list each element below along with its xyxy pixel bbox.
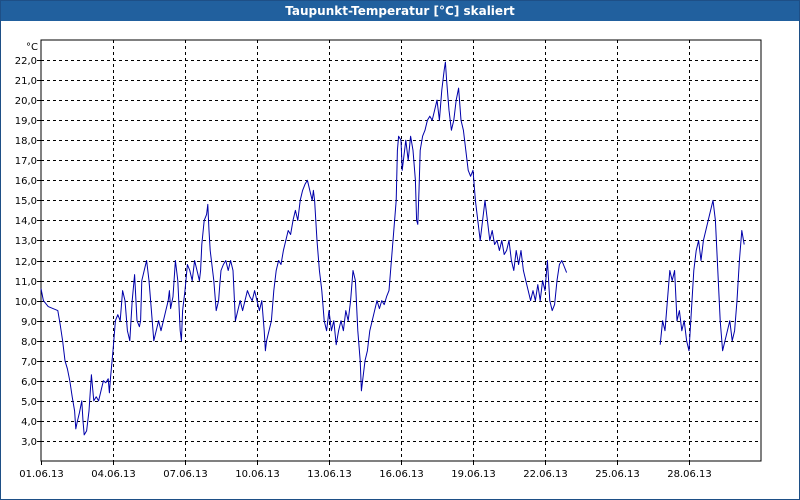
y-tick-label: 12,0: [15, 257, 37, 268]
series-line: [40, 61, 568, 436]
x-tick-label: 19.06.13: [451, 469, 496, 480]
x-tick-label: 04.06.13: [91, 469, 136, 480]
y-tick-label: 19,0: [15, 116, 37, 127]
y-tick-label: 3,0: [21, 437, 37, 448]
x-tick-label: 07.06.13: [163, 469, 208, 480]
x-tick-label: 10.06.13: [235, 469, 280, 480]
y-tick-label: 6,0: [21, 377, 37, 388]
y-tick-label: 22,0: [15, 56, 37, 67]
y-tick-label: 7,0: [21, 357, 37, 368]
y-tick-label: 20,0: [15, 96, 37, 107]
axes: 3,0 4,0 5,0 6,0 7,0 8,0 9,0 10,0 11,0 12,0 13,0 14,…: [15, 56, 712, 480]
grid: [41, 40, 761, 461]
y-axis-unit-label: °C: [26, 42, 38, 53]
y-tick-label: 9,0: [21, 317, 37, 328]
series: [40, 61, 745, 436]
window-title: Taupunkt-Temperatur [°C] skaliert: [1, 1, 799, 21]
x-tick-label: 22.06.13: [523, 469, 568, 480]
y-tick-label: 16,0: [15, 176, 37, 187]
x-tick-label: 28.06.13: [667, 469, 712, 480]
y-tick-label: 15,0: [15, 196, 37, 207]
x-tick-label: 25.06.13: [595, 469, 640, 480]
y-tick-label: 13,0: [15, 236, 37, 247]
x-tick-label: 01.06.13: [19, 469, 64, 480]
series-line: [659, 199, 745, 352]
y-tick-label: 17,0: [15, 156, 37, 167]
y-tick-label: 4,0: [21, 417, 37, 428]
y-tick-label: 14,0: [15, 216, 37, 227]
x-tick-label: 16.06.13: [379, 469, 424, 480]
y-tick-label: 21,0: [15, 76, 37, 87]
y-tick-label: 5,0: [21, 397, 37, 408]
x-tick-label: 13.06.13: [307, 469, 352, 480]
y-tick-label: 11,0: [15, 277, 37, 288]
chart-plot: 3,0 4,0 5,0 6,0 7,0 8,0 9,0 10,0 11,0 12,0 13,0 14,…: [15, 39, 762, 480]
y-tick-label: 8,0: [21, 337, 37, 348]
y-tick-label: 18,0: [15, 136, 37, 147]
y-tick-label: 10,0: [15, 297, 37, 308]
